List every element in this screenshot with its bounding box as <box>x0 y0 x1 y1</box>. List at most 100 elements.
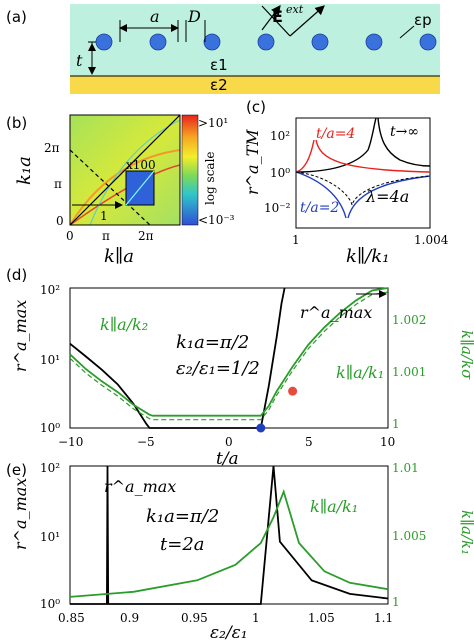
e-series-0 <box>70 465 389 605</box>
light-line <box>69 114 181 226</box>
c-curve-dashed <box>295 171 431 206</box>
c-xtick-1004: 1.004 <box>414 233 449 247</box>
panel-b: (b) x100 1 2π π 0 0 π 2π k₁a k∥a >10¹ <1… <box>6 114 235 267</box>
particle <box>257 33 275 51</box>
period-symbol: a <box>150 7 160 26</box>
d-param-1: k₁a=π/2 <box>176 332 249 353</box>
particle <box>203 33 221 51</box>
d-ann-rmax: r^a_max <box>300 303 372 322</box>
d-ann-k2: k∥a/k₂ <box>100 315 148 334</box>
panel-e-label: (e) <box>6 461 27 479</box>
c-ann-blue: t/a=2 <box>300 200 339 216</box>
panel-a: (a) a D t E ext εp ε1 ε2 <box>6 3 440 94</box>
e-ytick-1e0: 10⁰ <box>40 597 60 611</box>
b-xtick-2pi: 2π <box>138 229 154 243</box>
b-xtick-pi: π <box>102 229 110 243</box>
d-y2tick-1: 1 <box>392 417 400 431</box>
c-ytick-1e0: 10⁰ <box>270 166 290 180</box>
e-xtick-1: 1 <box>252 611 260 625</box>
d-plot-area <box>69 287 389 433</box>
colorbar-top: >10¹ <box>198 116 228 130</box>
c-ytick-1e2: 10² <box>270 129 290 143</box>
e-series-1 <box>69 488 389 598</box>
diameter-symbol: D <box>187 7 201 26</box>
e-ann-rmax: r^a_max <box>104 477 176 496</box>
particle <box>311 33 329 51</box>
b-xlabel: k∥a <box>104 246 134 267</box>
particle <box>419 33 437 51</box>
eps-2-label: ε2 <box>210 76 228 94</box>
panel-d: (d) 10² 10¹ 10⁰ −10 −5 0 5 10 1.002 1.00… <box>6 266 474 469</box>
eps-p-label: εp <box>414 11 432 29</box>
e-ytick-1e1: 10¹ <box>40 530 60 544</box>
eps-1-label: ε1 <box>210 56 228 74</box>
e-ylabel: r^a_max <box>11 478 30 550</box>
d-ylabel: r^a_max <box>11 300 30 372</box>
e-ann-k1: k∥a/k₁ <box>310 497 358 516</box>
substrate-epsilon2 <box>70 76 440 94</box>
d-series-1-dashed <box>69 291 389 421</box>
panel-d-label: (d) <box>6 266 27 284</box>
b-ytick-pi: π <box>54 177 62 191</box>
e-y2tick-101: 1.01 <box>392 461 419 475</box>
d-ylabel-right: k∥a/kσ <box>458 330 474 380</box>
c-xlabel: k∥/k₁ <box>346 246 389 267</box>
colorbar <box>181 114 199 226</box>
c-curve-blue <box>295 171 347 219</box>
b-ytick-0: 0 <box>56 214 64 228</box>
incident-ray <box>261 5 291 37</box>
d-xtick-m5: −5 <box>137 435 155 449</box>
e-xlabel: ε₂/ε₁ <box>210 623 248 641</box>
e-xtick-105: 1.05 <box>308 611 335 625</box>
d-series-0 <box>69 287 286 429</box>
panel-b-label: (b) <box>6 114 27 132</box>
d-y2tick-1002: 1.002 <box>392 313 426 327</box>
d-ytick-1e1: 10¹ <box>40 353 60 367</box>
inset-label: x100 <box>126 158 156 172</box>
field-superscript: ext <box>286 3 304 16</box>
d-xtick-0: 0 <box>225 435 233 449</box>
colorbar-label: log scale <box>203 151 217 205</box>
e-y2tick-1005: 1.005 <box>392 529 426 543</box>
d-point-0 <box>256 423 266 433</box>
panel-c: (c) 10² 10⁰ 10⁻² 1 1.004 r^a_TM k∥/k₁ t/… <box>243 98 449 267</box>
c-ann-black: t→∞ <box>390 124 419 140</box>
c-ann-red: t/a=4 <box>316 126 355 142</box>
d-xtick-10: 10 <box>380 435 395 449</box>
c-ytick-1e-2: 10⁻² <box>264 201 291 215</box>
c-axes <box>295 117 431 229</box>
reflected-ray <box>289 5 325 37</box>
e-xtick-11: 1.1 <box>374 611 393 625</box>
d-param-2: ε₂/ε₁=1/2 <box>176 358 260 379</box>
d-ytick-1e2: 10² <box>40 283 60 297</box>
particle <box>149 33 167 51</box>
c-curve-red <box>295 139 315 173</box>
e-param-2: t=2a <box>160 534 205 555</box>
b-ytick-2pi: 2π <box>44 141 60 155</box>
c-curve-black <box>295 117 377 173</box>
field-symbol: E <box>272 7 283 26</box>
e-xtick-085: 0.85 <box>58 611 85 625</box>
d-y2tick-1001: 1.001 <box>392 365 426 379</box>
layer-epsilon1 <box>70 4 440 76</box>
eps-p-leader <box>399 25 415 39</box>
d-xtick-5: 5 <box>305 435 313 449</box>
c-xtick-1: 1 <box>292 233 300 247</box>
d-series-1 <box>69 287 389 417</box>
d-ann-k1: k∥a/k₁ <box>336 363 384 382</box>
panel-e: (e) 10² 10¹ 10⁰ 0.85 0.9 0.95 1 1.05 1.1… <box>6 461 474 641</box>
c-ann-lambda: λ=4a <box>365 187 409 206</box>
e-xtick-09: 0.9 <box>120 611 139 625</box>
particle <box>365 33 383 51</box>
e-xtick-095: 0.95 <box>181 611 208 625</box>
d-xlabel: t/a <box>216 449 239 469</box>
particle-row <box>95 33 437 51</box>
field-arrow <box>261 5 281 31</box>
d-point-1 <box>288 386 298 396</box>
e-ylabel-right: k∥a/k₁ <box>458 510 474 555</box>
panel-a-label: (a) <box>6 8 27 26</box>
d-ytick-1e0: 10⁰ <box>40 421 60 435</box>
marker-label: 1 <box>100 209 108 223</box>
thickness-symbol: t <box>76 51 83 70</box>
